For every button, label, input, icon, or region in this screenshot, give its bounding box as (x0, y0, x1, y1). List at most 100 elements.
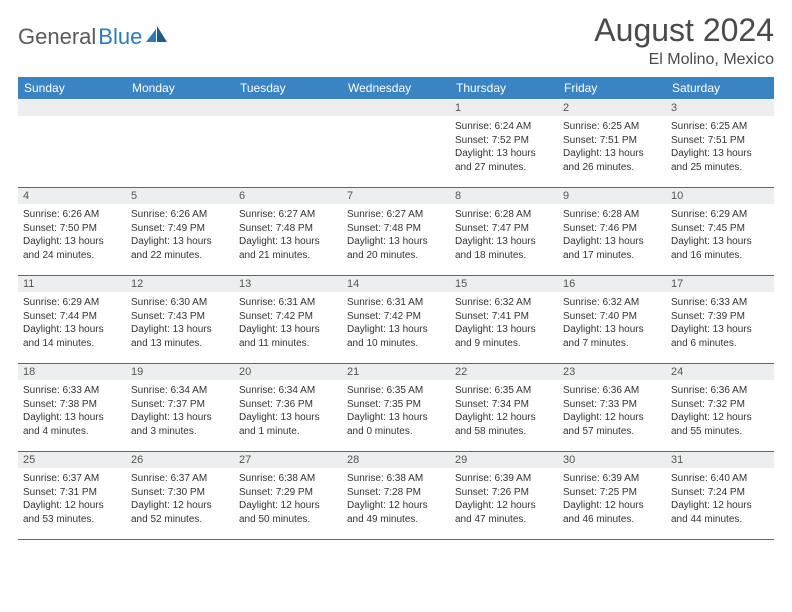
day-cell: 23Sunrise: 6:36 AMSunset: 7:33 PMDayligh… (558, 364, 666, 452)
day-number: 6 (234, 188, 342, 204)
day-number: 30 (558, 452, 666, 468)
sunset-text: Sunset: 7:48 PM (239, 222, 337, 236)
daylight-text: Daylight: 12 hours and 53 minutes. (23, 499, 121, 526)
day-cell: 27Sunrise: 6:38 AMSunset: 7:29 PMDayligh… (234, 452, 342, 540)
day-cell: 1Sunrise: 6:24 AMSunset: 7:52 PMDaylight… (450, 100, 558, 188)
daylight-text: Daylight: 13 hours and 17 minutes. (563, 235, 661, 262)
logo-text-general: General (18, 24, 96, 50)
day-number: 23 (558, 364, 666, 380)
daylight-text: Daylight: 13 hours and 18 minutes. (455, 235, 553, 262)
daylight-text: Daylight: 13 hours and 21 minutes. (239, 235, 337, 262)
day-details: Sunrise: 6:24 AMSunset: 7:52 PMDaylight:… (450, 116, 558, 176)
sunrise-text: Sunrise: 6:32 AM (455, 296, 553, 310)
week-row: 4Sunrise: 6:26 AMSunset: 7:50 PMDaylight… (18, 188, 774, 276)
day-details: Sunrise: 6:39 AMSunset: 7:25 PMDaylight:… (558, 468, 666, 528)
day-cell: 6Sunrise: 6:27 AMSunset: 7:48 PMDaylight… (234, 188, 342, 276)
daylight-text: Daylight: 13 hours and 20 minutes. (347, 235, 445, 262)
day-cell: 24Sunrise: 6:36 AMSunset: 7:32 PMDayligh… (666, 364, 774, 452)
daylight-text: Daylight: 12 hours and 46 minutes. (563, 499, 661, 526)
day-details: Sunrise: 6:37 AMSunset: 7:31 PMDaylight:… (18, 468, 126, 528)
day-cell: 5Sunrise: 6:26 AMSunset: 7:49 PMDaylight… (126, 188, 234, 276)
day-details: Sunrise: 6:33 AMSunset: 7:39 PMDaylight:… (666, 292, 774, 352)
day-details: Sunrise: 6:40 AMSunset: 7:24 PMDaylight:… (666, 468, 774, 528)
sunset-text: Sunset: 7:30 PM (131, 486, 229, 500)
day-details: Sunrise: 6:32 AMSunset: 7:41 PMDaylight:… (450, 292, 558, 352)
day-cell: 10Sunrise: 6:29 AMSunset: 7:45 PMDayligh… (666, 188, 774, 276)
day-details: Sunrise: 6:38 AMSunset: 7:29 PMDaylight:… (234, 468, 342, 528)
weekday-header: Monday (126, 77, 234, 100)
day-details: Sunrise: 6:35 AMSunset: 7:34 PMDaylight:… (450, 380, 558, 440)
title-block: August 2024 El Molino, Mexico (594, 12, 774, 69)
daylight-text: Daylight: 12 hours and 47 minutes. (455, 499, 553, 526)
day-number: 7 (342, 188, 450, 204)
daylight-text: Daylight: 13 hours and 6 minutes. (671, 323, 769, 350)
day-number: 29 (450, 452, 558, 468)
sunset-text: Sunset: 7:48 PM (347, 222, 445, 236)
day-cell: 9Sunrise: 6:28 AMSunset: 7:46 PMDaylight… (558, 188, 666, 276)
sunrise-text: Sunrise: 6:37 AM (131, 472, 229, 486)
day-details: Sunrise: 6:31 AMSunset: 7:42 PMDaylight:… (234, 292, 342, 352)
day-details: Sunrise: 6:28 AMSunset: 7:46 PMDaylight:… (558, 204, 666, 264)
day-number: 28 (342, 452, 450, 468)
day-number: 27 (234, 452, 342, 468)
day-details: Sunrise: 6:28 AMSunset: 7:47 PMDaylight:… (450, 204, 558, 264)
day-number: 17 (666, 276, 774, 292)
daylight-text: Daylight: 12 hours and 58 minutes. (455, 411, 553, 438)
day-number (234, 100, 342, 116)
sunrise-text: Sunrise: 6:29 AM (671, 208, 769, 222)
sunrise-text: Sunrise: 6:30 AM (131, 296, 229, 310)
sunset-text: Sunset: 7:51 PM (563, 134, 661, 148)
day-details: Sunrise: 6:25 AMSunset: 7:51 PMDaylight:… (666, 116, 774, 176)
sunset-text: Sunset: 7:29 PM (239, 486, 337, 500)
daylight-text: Daylight: 13 hours and 9 minutes. (455, 323, 553, 350)
daylight-text: Daylight: 12 hours and 49 minutes. (347, 499, 445, 526)
sunset-text: Sunset: 7:24 PM (671, 486, 769, 500)
calendar-page: GeneralBlue August 2024 El Molino, Mexic… (0, 0, 792, 540)
sunrise-text: Sunrise: 6:33 AM (23, 384, 121, 398)
daylight-text: Daylight: 13 hours and 10 minutes. (347, 323, 445, 350)
sunset-text: Sunset: 7:42 PM (347, 310, 445, 324)
weekday-header: Wednesday (342, 77, 450, 100)
sunset-text: Sunset: 7:36 PM (239, 398, 337, 412)
sunrise-text: Sunrise: 6:31 AM (239, 296, 337, 310)
day-cell: 22Sunrise: 6:35 AMSunset: 7:34 PMDayligh… (450, 364, 558, 452)
day-cell: 20Sunrise: 6:34 AMSunset: 7:36 PMDayligh… (234, 364, 342, 452)
weekday-header-row: Sunday Monday Tuesday Wednesday Thursday… (18, 77, 774, 100)
daylight-text: Daylight: 12 hours and 50 minutes. (239, 499, 337, 526)
sunrise-text: Sunrise: 6:32 AM (563, 296, 661, 310)
day-details: Sunrise: 6:31 AMSunset: 7:42 PMDaylight:… (342, 292, 450, 352)
day-cell: 11Sunrise: 6:29 AMSunset: 7:44 PMDayligh… (18, 276, 126, 364)
day-number: 12 (126, 276, 234, 292)
sunset-text: Sunset: 7:35 PM (347, 398, 445, 412)
day-details: Sunrise: 6:26 AMSunset: 7:50 PMDaylight:… (18, 204, 126, 264)
day-cell (234, 100, 342, 188)
day-details: Sunrise: 6:27 AMSunset: 7:48 PMDaylight:… (342, 204, 450, 264)
day-details: Sunrise: 6:37 AMSunset: 7:30 PMDaylight:… (126, 468, 234, 528)
day-details: Sunrise: 6:27 AMSunset: 7:48 PMDaylight:… (234, 204, 342, 264)
day-details (18, 116, 126, 122)
day-cell: 31Sunrise: 6:40 AMSunset: 7:24 PMDayligh… (666, 452, 774, 540)
day-number (342, 100, 450, 116)
sunset-text: Sunset: 7:31 PM (23, 486, 121, 500)
day-number: 31 (666, 452, 774, 468)
day-number: 15 (450, 276, 558, 292)
sunrise-text: Sunrise: 6:40 AM (671, 472, 769, 486)
sunset-text: Sunset: 7:45 PM (671, 222, 769, 236)
day-cell: 21Sunrise: 6:35 AMSunset: 7:35 PMDayligh… (342, 364, 450, 452)
day-details: Sunrise: 6:26 AMSunset: 7:49 PMDaylight:… (126, 204, 234, 264)
calendar-table: Sunday Monday Tuesday Wednesday Thursday… (18, 77, 774, 540)
day-number: 10 (666, 188, 774, 204)
sunset-text: Sunset: 7:42 PM (239, 310, 337, 324)
header: GeneralBlue August 2024 El Molino, Mexic… (18, 12, 774, 69)
sunrise-text: Sunrise: 6:26 AM (23, 208, 121, 222)
day-cell: 3Sunrise: 6:25 AMSunset: 7:51 PMDaylight… (666, 100, 774, 188)
sunrise-text: Sunrise: 6:25 AM (671, 120, 769, 134)
daylight-text: Daylight: 12 hours and 44 minutes. (671, 499, 769, 526)
day-details: Sunrise: 6:36 AMSunset: 7:32 PMDaylight:… (666, 380, 774, 440)
day-cell: 26Sunrise: 6:37 AMSunset: 7:30 PMDayligh… (126, 452, 234, 540)
day-number: 5 (126, 188, 234, 204)
week-row: 18Sunrise: 6:33 AMSunset: 7:38 PMDayligh… (18, 364, 774, 452)
day-number (126, 100, 234, 116)
sunrise-text: Sunrise: 6:39 AM (455, 472, 553, 486)
day-number: 3 (666, 100, 774, 116)
